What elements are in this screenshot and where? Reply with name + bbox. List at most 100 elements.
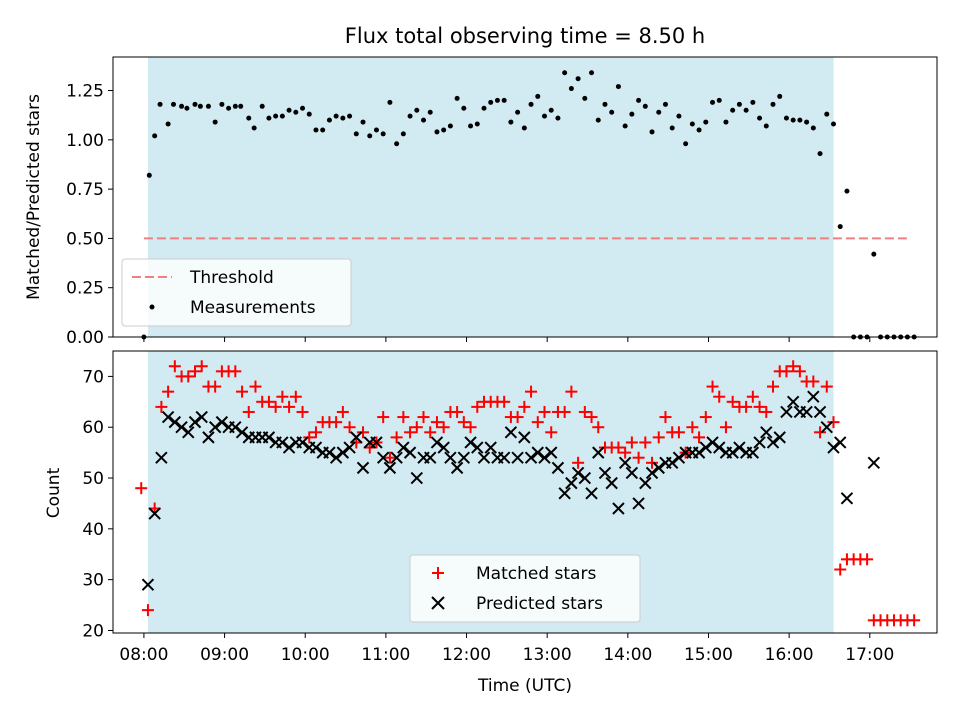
bottom-legend: Matched stars Predicted stars [409, 554, 641, 623]
measurement-point [521, 125, 527, 131]
measurement-point [548, 107, 554, 113]
bottom-y-tick-label: 70 [82, 367, 104, 387]
predicted-star-stroke-b [343, 441, 356, 454]
predicted-star-marker [558, 487, 571, 500]
predicted-star-stroke-b [168, 415, 182, 429]
predicted-star-marker [639, 476, 652, 490]
measurement-point [830, 121, 836, 127]
predicted-star-stroke-b [356, 461, 370, 475]
matched-star-marker [249, 380, 262, 393]
predicted-star-stroke-b [262, 431, 276, 444]
predicted-star-stroke-b [645, 466, 659, 480]
predicted-star-marker [390, 451, 403, 464]
measurement-point [757, 115, 763, 121]
matched-star-marker [209, 380, 222, 393]
measurement-point [589, 70, 595, 76]
predicted-star-stroke-b [464, 436, 477, 449]
predicted-star-stroke-b [350, 431, 363, 444]
measurement-point [286, 107, 292, 113]
measurement-point [219, 101, 225, 107]
matched-star-marker [545, 426, 558, 439]
predicted-star-marker [746, 446, 760, 459]
predicted-star-marker [531, 446, 544, 459]
x-tick-label: 15:00 [684, 645, 733, 665]
matched-star-marker [726, 395, 739, 408]
predicted-star-stroke-b [672, 451, 686, 464]
matched-star-marker [760, 405, 773, 418]
measurement-point [615, 84, 621, 90]
predicted-star-marker [780, 405, 793, 419]
predicted-star-marker [699, 441, 713, 454]
predicted-star-stroke-b [235, 426, 249, 439]
predicted-star-stroke-b [692, 446, 706, 459]
predicted-star-stroke-b [598, 466, 612, 480]
predicted-star-marker [444, 451, 457, 464]
predicted-star-stroke-b [155, 451, 168, 464]
predicted-star-stroke-b [376, 451, 390, 464]
measurement-point [501, 97, 507, 103]
predicted-star-stroke-b [605, 476, 618, 490]
predicted-star-stroke-b [618, 456, 632, 469]
predicted-star-marker [484, 441, 497, 454]
matched-star-marker [229, 365, 242, 378]
predicted-star-marker [235, 426, 249, 439]
predicted-star-marker [834, 436, 847, 449]
measurement-point [146, 172, 152, 178]
matched-star-marker [377, 411, 390, 424]
predicted-star-marker [524, 451, 538, 464]
predicted-star-stroke-b [309, 441, 323, 454]
matched-star-marker [397, 411, 410, 424]
measurement-point [407, 113, 413, 119]
measurement-point [642, 103, 648, 109]
matched-star-marker [451, 405, 464, 418]
bottom-panel: 20 30 40 50 60 70 08:00 09:00 10:00 11:00 12:00 13:… [44, 350, 938, 696]
measurement-point [306, 111, 312, 117]
measurement-point [246, 115, 252, 121]
matched-star-marker [706, 380, 719, 393]
predicted-star-stroke-b [639, 476, 652, 490]
measurement-point [710, 99, 716, 105]
predicted-star-marker [813, 405, 827, 419]
matched-star-marker [908, 614, 921, 627]
predicted-star-stroke-b [746, 446, 760, 459]
x-tick-label: 16:00 [765, 645, 814, 665]
x-tick-label: 11:00 [361, 645, 410, 665]
predicted-star-marker [329, 451, 343, 464]
predicted-star-marker [403, 446, 417, 459]
predicted-star-marker [585, 487, 598, 500]
predicted-star-marker [565, 476, 578, 490]
predicted-star-stroke-b [410, 471, 423, 485]
matched-star-marker [289, 390, 302, 403]
predicted-star-stroke-b [733, 441, 746, 454]
matched-star-marker [296, 405, 309, 418]
predicted-star-stroke-b [578, 471, 592, 485]
predicted-star-marker [645, 466, 659, 480]
predicted-star-stroke-b [437, 441, 450, 454]
predicted-star-stroke-b [430, 436, 444, 449]
predicted-star-marker [632, 497, 645, 510]
predicted-star-marker [262, 431, 276, 444]
predicted-star-marker [786, 395, 800, 409]
matched-star-marker [410, 421, 423, 434]
predicted-star-marker [652, 461, 665, 475]
matched-star-marker [592, 421, 605, 434]
matched-star-marker [424, 426, 437, 439]
measurement-point [568, 86, 574, 92]
measurement-point [184, 105, 190, 111]
predicted-star-stroke-b [450, 461, 464, 475]
matched-star-marker [390, 431, 403, 444]
predicted-star-stroke-b [840, 492, 854, 505]
predicted-star-stroke-b [524, 451, 538, 464]
predicted-star-marker [276, 436, 289, 449]
predicted-star-marker [672, 451, 686, 464]
predicted-star-marker [168, 415, 182, 429]
predicted-star-marker [182, 426, 195, 439]
top-y-tick-label: 1.00 [66, 131, 104, 151]
measurement-point [783, 115, 789, 121]
matched-star-marker [619, 446, 632, 459]
predicted-star-stroke-b [202, 431, 215, 444]
bottom-y-axis-label: Count [44, 467, 64, 518]
matched-star-marker [558, 405, 571, 418]
predicted-star-stroke-b [518, 431, 531, 444]
